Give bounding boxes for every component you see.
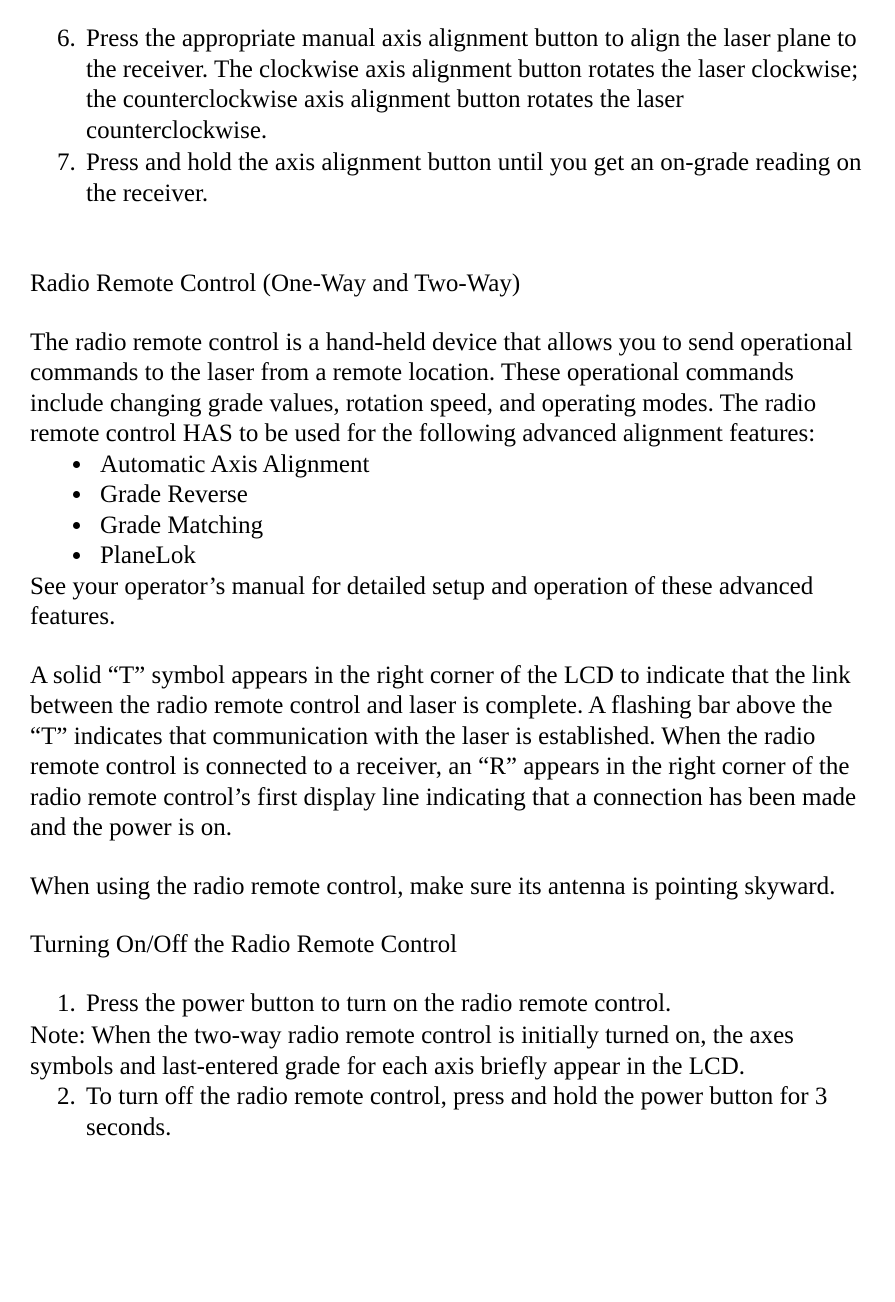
- spacer: [30, 300, 865, 328]
- onoff-step-list-1: Press the power button to turn on the ra…: [30, 989, 865, 1020]
- list-item-text: Grade Matching: [100, 512, 263, 539]
- list-item-text: PlaneLok: [100, 542, 196, 569]
- list-item: Press the appropriate manual axis alignm…: [82, 24, 865, 146]
- section-heading-onoff: Turning On/Off the Radio Remote Control: [30, 930, 865, 961]
- alignment-steps-list: Press the appropriate manual axis alignm…: [30, 24, 865, 209]
- advanced-features-list: Automatic Axis Alignment Grade Reverse G…: [30, 450, 865, 572]
- list-item-text: Grade Reverse: [100, 481, 248, 508]
- spacer: [30, 211, 865, 269]
- antenna-paragraph: When using the radio remote control, mak…: [30, 872, 865, 903]
- document-page: Press the appropriate manual axis alignm…: [0, 0, 895, 1302]
- list-item: To turn off the radio remote control, pr…: [82, 1082, 865, 1143]
- list-item: Press the power button to turn on the ra…: [82, 989, 865, 1020]
- list-item: Grade Matching: [94, 511, 865, 542]
- spacer: [30, 902, 865, 930]
- list-item: Automatic Axis Alignment: [94, 450, 865, 481]
- spacer: [30, 961, 865, 989]
- onoff-note: Note: When the two-way radio remote cont…: [30, 1021, 865, 1082]
- list-item-text: Press the appropriate manual axis alignm…: [86, 25, 858, 144]
- t-symbol-paragraph: A solid “T” symbol appears in the right …: [30, 661, 865, 844]
- list-item: PlaneLok: [94, 541, 865, 572]
- onoff-step-list-2: To turn off the radio remote control, pr…: [30, 1082, 865, 1143]
- list-item-text: To turn off the radio remote control, pr…: [86, 1083, 827, 1141]
- list-item: Press and hold the axis alignment button…: [82, 148, 865, 209]
- after-bullets-paragraph: See your operator’s manual for detailed …: [30, 572, 865, 633]
- list-item: Grade Reverse: [94, 480, 865, 511]
- list-item-text: Press the power button to turn on the ra…: [86, 990, 671, 1017]
- section-heading-radio: Radio Remote Control (One-Way and Two-Wa…: [30, 269, 865, 300]
- radio-intro-paragraph: The radio remote control is a hand-held …: [30, 328, 865, 450]
- list-item-text: Press and hold the axis alignment button…: [86, 149, 862, 207]
- list-item-text: Automatic Axis Alignment: [100, 451, 369, 478]
- spacer: [30, 844, 865, 872]
- spacer: [30, 633, 865, 661]
